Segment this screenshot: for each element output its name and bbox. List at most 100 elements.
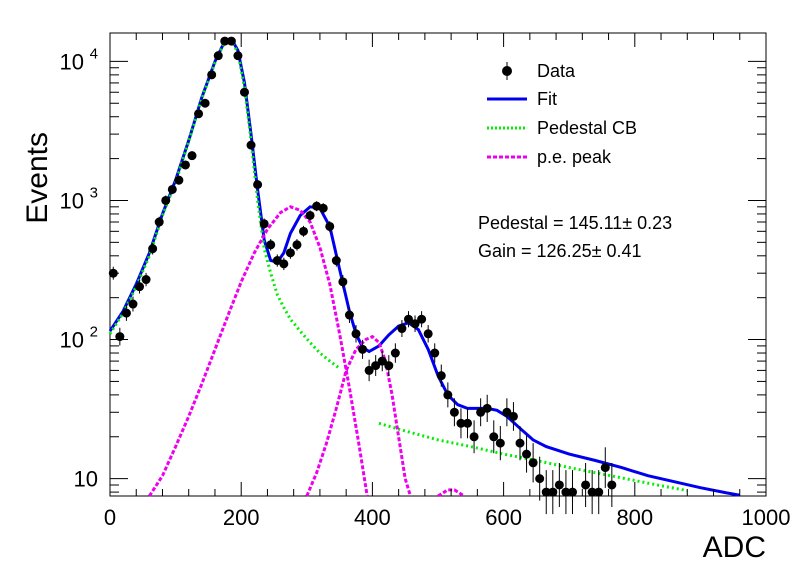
data-point <box>135 282 145 292</box>
x-tick-label: 600 <box>485 505 522 530</box>
axes: 0 200 400 600 800 1000 10 10 2 10 3 10 4 <box>60 33 791 530</box>
data-point <box>180 160 190 170</box>
data-point <box>541 487 551 497</box>
data-points <box>108 36 617 515</box>
legend-item-pedestal-cb: Pedestal CB <box>487 118 637 138</box>
data-point <box>587 487 597 497</box>
data-point <box>535 474 545 484</box>
legend-label-fit: Fit <box>537 89 557 109</box>
data-point <box>161 195 171 205</box>
data-point <box>351 329 361 339</box>
data-point <box>528 458 538 468</box>
data-point <box>285 248 295 258</box>
data-point <box>226 36 236 46</box>
data-point <box>384 361 394 371</box>
data-point <box>482 403 492 413</box>
annotation-pedestal: Pedestal = 145.11± 0.23 <box>478 213 672 233</box>
data-point <box>508 411 518 421</box>
data-point <box>253 180 263 190</box>
data-point <box>469 432 479 442</box>
data-point <box>403 314 413 324</box>
data-point <box>344 310 354 320</box>
data-point <box>515 438 525 448</box>
y-tick-exponent: 4 <box>90 45 98 62</box>
x-tick-label: 200 <box>223 505 260 530</box>
legend-item-pe-peak: p.e. peak <box>487 147 612 167</box>
data-point <box>305 210 315 220</box>
series-line-p-e-peak-2 <box>305 334 412 497</box>
data-point <box>443 390 453 400</box>
data-point <box>390 348 400 358</box>
data-point <box>423 329 433 339</box>
data-point <box>554 480 564 490</box>
y-tick-label: 10 <box>74 467 98 492</box>
data-point <box>607 480 617 490</box>
data-point <box>154 217 164 227</box>
y-tick-label: 10 <box>60 328 84 353</box>
legend-item-data: Data <box>502 61 576 81</box>
y-tick-exponent: 2 <box>90 324 98 341</box>
legend: Data Fit Pedestal CB p.e. peak <box>487 61 637 167</box>
data-point <box>561 487 571 497</box>
data-point <box>476 407 486 417</box>
data-point <box>148 244 158 254</box>
data-point <box>567 487 577 497</box>
data-point <box>128 299 138 309</box>
y-tick-label: 10 <box>60 188 84 213</box>
x-tick-label: 800 <box>616 505 653 530</box>
x-tick-label: 0 <box>104 505 116 530</box>
data-point <box>220 36 230 46</box>
data-point <box>410 319 420 329</box>
data-point <box>233 51 243 61</box>
data-point <box>200 98 210 108</box>
y-axis-title: Events <box>21 132 54 224</box>
x-axis-title: ADC <box>703 531 766 564</box>
data-point <box>167 184 177 194</box>
x-tick-label: 400 <box>354 505 391 530</box>
data-point <box>338 277 348 287</box>
data-point <box>436 371 446 381</box>
data-point <box>194 109 204 119</box>
data-point <box>174 175 184 185</box>
data-point <box>299 226 309 236</box>
data-point <box>522 449 532 459</box>
data-point <box>207 70 217 80</box>
data-point <box>463 418 473 428</box>
data-point <box>358 344 368 354</box>
legend-item-fit: Fit <box>487 89 557 109</box>
data-point <box>417 314 427 324</box>
data-point <box>213 51 223 61</box>
data-point <box>331 256 341 266</box>
data-point <box>495 438 505 448</box>
series-line-pedestal-cb <box>108 38 341 370</box>
data-point <box>489 432 499 442</box>
data-point <box>377 356 387 366</box>
x-tick-label: 1000 <box>742 505 791 530</box>
data-point <box>259 219 269 229</box>
y-tick-label: 10 <box>60 49 84 74</box>
data-point <box>115 332 125 342</box>
data-point <box>548 487 558 497</box>
data-point <box>325 221 335 231</box>
data-point <box>187 151 197 161</box>
legend-label-pedestal-cb: Pedestal CB <box>537 118 637 138</box>
data-point <box>397 324 407 334</box>
data-point <box>279 259 289 269</box>
data-point <box>141 275 151 285</box>
data-point <box>456 418 466 428</box>
data-point <box>266 240 276 250</box>
data-point <box>371 361 381 371</box>
data-point <box>581 480 591 490</box>
data-point <box>502 407 512 417</box>
data-point <box>449 407 459 417</box>
legend-label-pe-peak: p.e. peak <box>537 147 612 167</box>
y-tick-exponent: 3 <box>90 184 98 201</box>
data-point <box>121 308 131 318</box>
data-point <box>594 487 604 497</box>
data-point <box>430 348 440 358</box>
data-point <box>318 203 328 213</box>
data-point <box>364 365 374 375</box>
annotation-gain: Gain = 126.25± 0.41 <box>478 241 642 261</box>
data-point <box>292 240 302 250</box>
